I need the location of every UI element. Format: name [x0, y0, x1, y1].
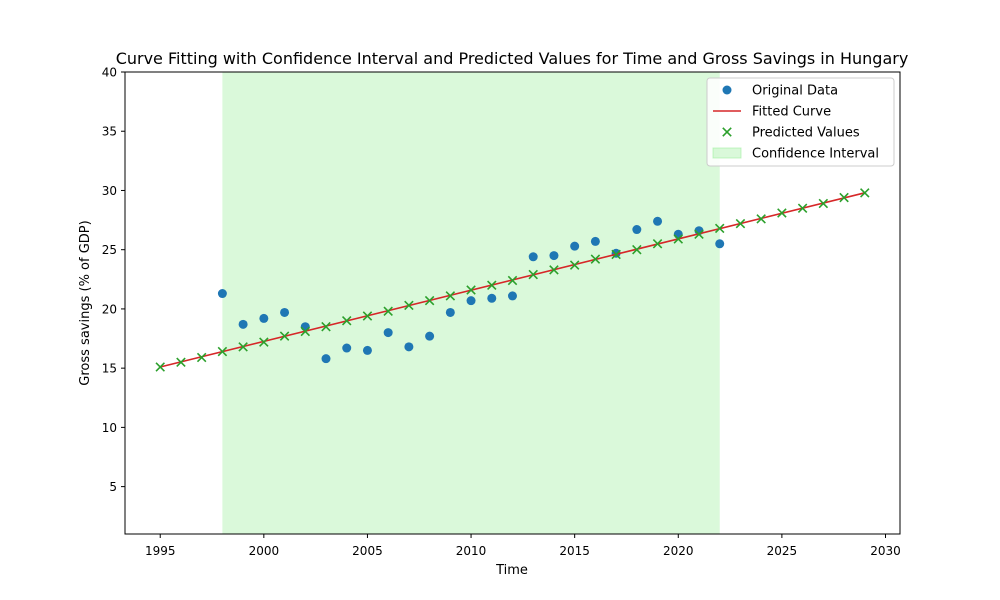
predicted-value-marker — [590, 254, 601, 264]
original-data-point — [487, 293, 497, 303]
predicted-value-marker — [818, 198, 829, 209]
y-tick-label: 25 — [102, 243, 117, 257]
predicted-value-marker — [217, 346, 228, 357]
predicted-value-marker — [300, 326, 311, 337]
original-data-point — [653, 216, 663, 226]
predicted-value-marker — [341, 316, 352, 326]
original-data-point — [280, 307, 290, 317]
predicted-value-marker — [196, 352, 207, 363]
x-tick-label: 1995 — [145, 544, 176, 558]
original-data-point — [362, 345, 372, 355]
legend-marker-original-data — [722, 85, 732, 95]
y-tick-label: 35 — [102, 125, 117, 139]
legend-label: Fitted Curve — [752, 105, 831, 120]
predicted-value-marker — [259, 337, 269, 347]
original-data-point — [590, 236, 600, 246]
y-tick-label: 5 — [109, 480, 117, 494]
predicted-value-marker — [652, 239, 663, 249]
original-data-point — [425, 331, 435, 341]
y-tick-label: 40 — [102, 66, 117, 80]
original-data-point — [342, 343, 352, 353]
predicted-value-marker — [694, 229, 704, 240]
predicted-value-marker — [487, 280, 497, 290]
original-data-point — [404, 342, 414, 352]
x-tick-label: 2015 — [559, 544, 590, 558]
predicted-value-marker — [756, 214, 766, 224]
original-data-point — [321, 354, 331, 364]
legend-marker-confidence-interval — [712, 147, 742, 159]
legend-label: Confidence Interval — [752, 147, 879, 162]
predicted-value-marker — [528, 269, 538, 280]
predicted-value-marker — [466, 285, 476, 295]
predicted-value-marker — [321, 321, 331, 332]
y-tick-label: 15 — [102, 362, 117, 376]
predicted-value-marker — [797, 203, 808, 213]
predicted-value-marker — [362, 311, 373, 321]
predicted-value-marker — [279, 331, 290, 341]
predicted-value-marker — [404, 300, 414, 311]
predicted-value-marker — [507, 275, 518, 286]
original-data-point — [632, 225, 642, 235]
predicted-value-marker — [777, 208, 787, 218]
predicted-value-marker — [714, 223, 725, 234]
original-data-point — [549, 251, 559, 261]
legend: Original Data Fitted Curve Predicted Value… — [706, 77, 895, 167]
original-data-point — [715, 239, 725, 249]
predicted-value-marker — [673, 234, 684, 244]
original-data-point — [508, 291, 517, 301]
original-data-point — [217, 289, 227, 299]
x-tick-label: 2010 — [456, 544, 487, 558]
predicted-value-marker — [735, 218, 746, 229]
x-axis-label: Time — [495, 563, 528, 578]
y-tick-label: 30 — [102, 184, 117, 198]
original-data-point — [238, 319, 248, 329]
original-data-point — [466, 296, 476, 306]
legend-label: Original Data — [752, 84, 838, 99]
x-tick-label: 2020 — [663, 544, 694, 558]
legend-marker-predicted-values — [722, 127, 732, 137]
x-tick-label: 2025 — [767, 544, 798, 558]
original-data-point — [259, 313, 269, 323]
y-tick-label: 20 — [102, 302, 117, 316]
predicted-value-marker — [569, 260, 580, 270]
predicted-value-marker — [176, 357, 186, 367]
predicted-value-marker — [860, 188, 870, 198]
legend-label: Predicted Values — [752, 126, 860, 141]
predicted-value-marker — [549, 265, 559, 275]
original-data-point — [383, 328, 393, 338]
predicted-value-marker — [424, 295, 435, 306]
y-axis-label: Gross savings (% of GDP) — [78, 220, 93, 385]
legend-box — [706, 77, 895, 167]
plot-area: 1995 2000 2005 2010 2015 2020 2025 203051015202… — [102, 66, 901, 559]
predicted-value-marker — [445, 291, 456, 301]
predicted-value-marker — [632, 244, 642, 255]
y-tick-label: 10 — [102, 421, 117, 435]
plot-frame — [124, 71, 901, 535]
chart-title: Curve Fitting with Confidence Interval a… — [116, 49, 909, 68]
predicted-value-marker — [238, 342, 248, 352]
predicted-value-marker — [611, 249, 621, 260]
original-data-point — [570, 241, 580, 251]
predicted-value-marker — [155, 362, 165, 372]
x-tick-label: 2030 — [870, 544, 901, 558]
predicted-value-marker — [383, 306, 393, 317]
predicted-value-marker — [839, 192, 849, 203]
original-data-point — [528, 252, 538, 262]
x-tick-label: 2005 — [352, 544, 383, 558]
original-data-point — [445, 307, 455, 317]
x-tick-label: 2000 — [249, 544, 280, 558]
